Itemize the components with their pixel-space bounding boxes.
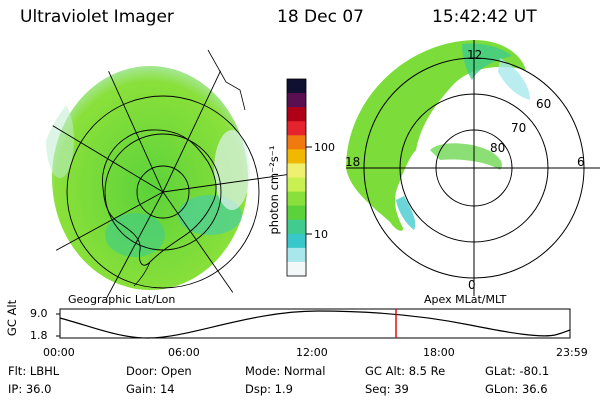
gc-altitude-info: GC Alt: 8.5 Re (365, 364, 446, 378)
orbit-x-tick-label: 00:00 (43, 346, 75, 359)
latitude-circle-80 (136, 165, 190, 219)
door-info: Door: Open (126, 364, 192, 378)
meridian-line (162, 58, 241, 193)
colorbar-tick-label-10: 10 (314, 228, 328, 241)
colorbar-segment (287, 205, 306, 221)
colorbar-segment (287, 107, 306, 122)
colorbar-segment (287, 261, 306, 277)
geographic-map-caption: Geographic Lat/Lon (68, 293, 176, 306)
mlt-label-0: 0 (468, 278, 476, 292)
filter-info: Flt: LBHL (8, 364, 60, 378)
meridian-line (162, 191, 246, 311)
latitude-circle-60 (66, 95, 260, 289)
geographic-latitude-info: GLat: -80.1 (485, 364, 550, 378)
geographic-auroral-image (38, 58, 292, 312)
meridian-line (38, 99, 164, 193)
colorbar-segment (287, 219, 306, 235)
mlt-label-6: 6 (577, 155, 585, 169)
polar-emission-midnight (430, 143, 502, 170)
date-label: 18 Dec 07 (277, 7, 364, 27)
colorbar-segment (287, 135, 306, 150)
antarctica-coastline (102, 129, 217, 266)
gain-info: Gain: 14 (126, 382, 175, 396)
mlat-label-70: 70 (511, 121, 526, 135)
orbit-y-tick-label-bottom: 1.8 (30, 329, 48, 342)
polar-emission-fade (498, 58, 530, 100)
polar-map-caption: Apex MLat/MLT (424, 293, 507, 306)
orbit-plot-frame (59, 308, 571, 339)
orbit-y-tick-label-top: 9.0 (30, 307, 48, 320)
colorbar-segment (287, 149, 306, 165)
mode-info: Mode: Normal (245, 364, 326, 378)
colorbar (287, 79, 306, 277)
colorbar-segment (287, 177, 306, 193)
colorbar-segment (287, 121, 306, 136)
orbit-x-tick-label: 18:00 (423, 346, 455, 359)
mlat-label-60: 60 (536, 97, 551, 111)
instrument-title: Ultraviolet Imager (20, 7, 174, 27)
polar-auroral-oval (346, 40, 526, 231)
colorbar-segment (287, 247, 306, 263)
colorbar-segment (287, 163, 306, 179)
ip-info: IP: 36.0 (8, 382, 52, 396)
orbit-x-tick-label: 06:00 (168, 346, 200, 359)
meridian-line (89, 58, 164, 193)
mlt-label-12: 12 (467, 48, 482, 62)
colorbar-border (286, 78, 307, 277)
polar-emission-dusk (396, 196, 416, 230)
coastline-fragment (207, 49, 246, 111)
orbit-altitude-curve (59, 310, 571, 339)
orbit-y-axis-label: GC Alt (5, 299, 19, 336)
geo-emission-area (52, 66, 248, 290)
sequence-info: Seq: 39 (365, 382, 409, 396)
mlt-label-18: 18 (345, 155, 360, 169)
orbit-x-tick-label: 12:00 (296, 346, 328, 359)
colorbar-segment (287, 79, 306, 94)
mlat-label-80: 80 (490, 141, 505, 155)
orbit-x-tick-label: 23:59 (556, 346, 588, 359)
colorbar-segment (287, 233, 306, 249)
meridian-line (162, 169, 292, 193)
dsp-info: Dsp: 1.9 (245, 382, 293, 396)
geo-emission-edge-fade (214, 130, 250, 210)
colorbar-unit-label: photon cm⁻²s⁻¹ (267, 146, 281, 235)
latitude-circle-70 (104, 133, 222, 251)
colorbar-segment (287, 191, 306, 207)
time-label: 15:42:42 UT (432, 7, 537, 27)
geographic-longitude-info: GLon: 36.6 (485, 382, 548, 396)
colorbar-tick-label-100: 100 (314, 141, 335, 154)
colorbar-segment (287, 93, 306, 108)
